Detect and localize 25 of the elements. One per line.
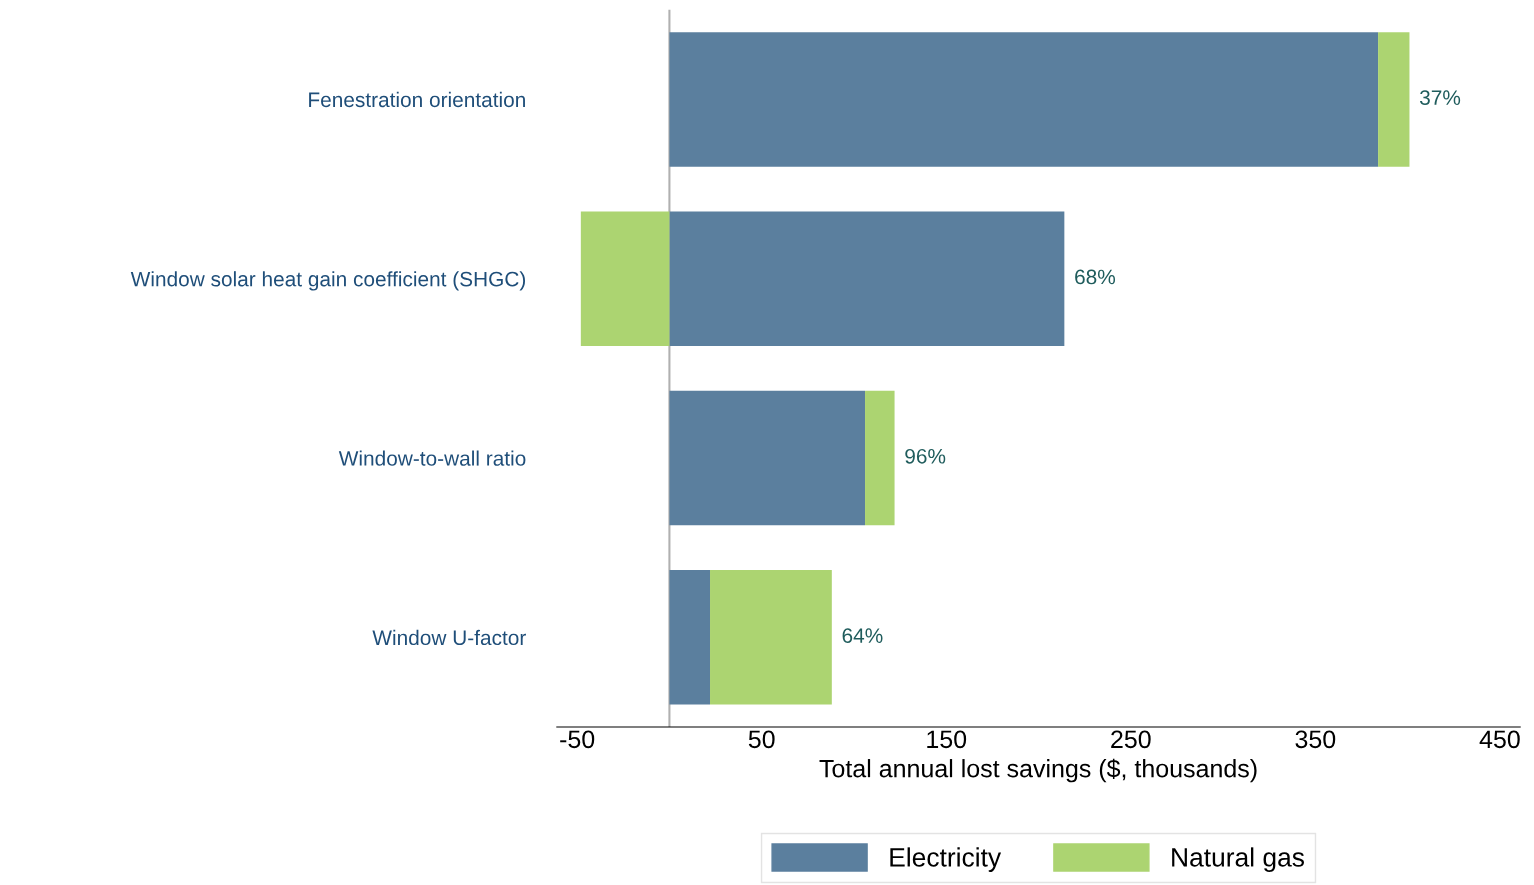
annotation: 68%	[1075, 269, 1116, 285]
y-tick-label: Window-to-wall ratio	[338, 450, 526, 466]
x-tick-label: 350	[1295, 730, 1336, 749]
legend-label: Electricity	[890, 847, 1002, 872]
bar	[710, 570, 832, 705]
bar	[669, 32, 1379, 167]
annotation: 37%	[1419, 90, 1461, 105]
x-tick-label: 50	[748, 730, 775, 749]
y-tick-label: Window U-factor	[372, 629, 526, 646]
bar	[669, 211, 1065, 346]
x-tick-label: 250	[1111, 730, 1151, 749]
bar	[580, 211, 670, 346]
x-tick-label: 450	[1479, 730, 1520, 749]
bar	[1378, 32, 1410, 167]
legend-label: Natural gas	[1172, 847, 1304, 872]
annotation: 64%	[842, 628, 883, 643]
y-tick-label: Window solar heat gain coefficient (SHGC)	[130, 271, 526, 291]
bar	[669, 390, 866, 526]
annotation: 96%	[905, 448, 946, 464]
bar	[669, 570, 711, 705]
bar	[865, 390, 895, 526]
x-axis-title: Total annual lost savings ($, thousands)	[819, 758, 1257, 783]
x-tick-label: -50	[560, 730, 595, 749]
x-tick-label: 150	[927, 730, 967, 749]
y-tick-label: Fenestration orientation	[309, 91, 525, 108]
